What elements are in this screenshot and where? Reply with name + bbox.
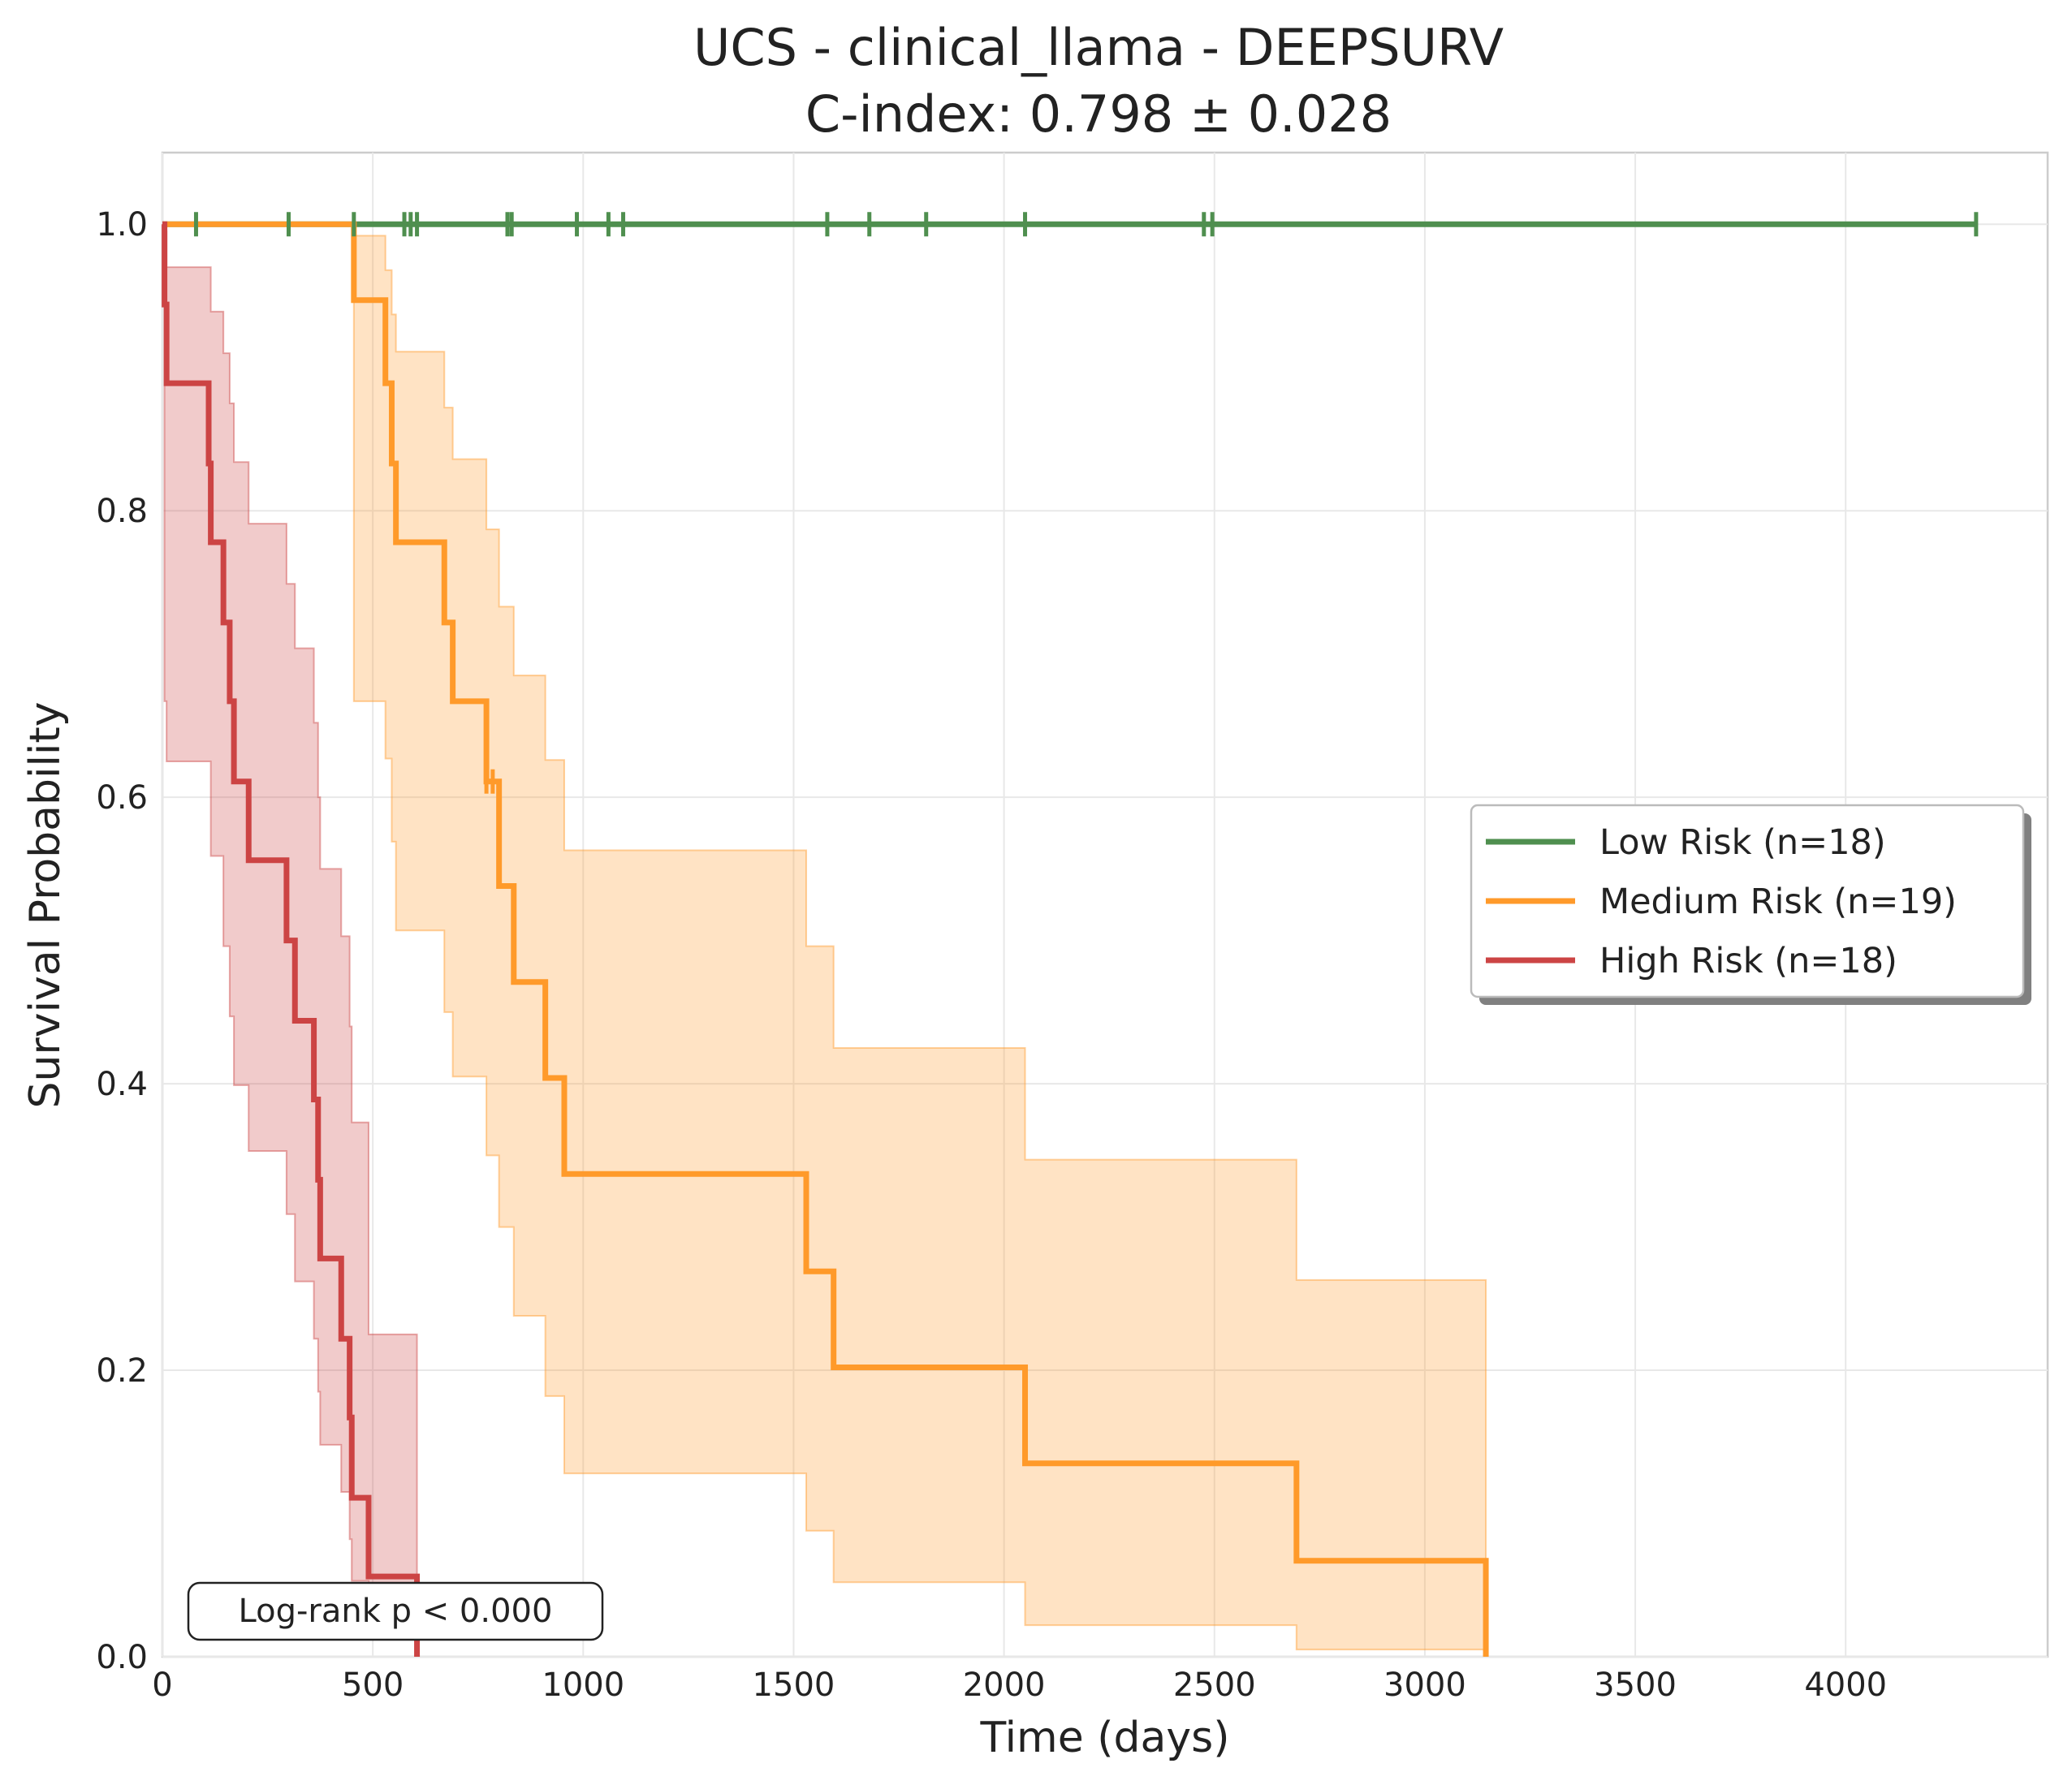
x-tick-label: 1000 [542,1666,624,1704]
x-axis-label: Time (days) [979,1714,1229,1762]
x-tick-label: 500 [342,1666,404,1704]
y-tick-label: 0.6 [96,779,148,817]
logrank-annotation: Log-rank p < 0.000 [187,1581,604,1641]
x-tick-label: 2500 [1173,1666,1256,1704]
y-tick-label: 0.2 [96,1352,148,1390]
chart-title: UCS - clinical_llama - DEEPSURV [693,18,1504,77]
legend: Low Risk (n=18) Medium Risk (n=19) High Ri… [1470,804,2031,1005]
medium-risk-curve [162,221,1489,1657]
x-tick-labels: 0 500 1000 1500 2000 2500 3000 3500 4000 [152,1666,1887,1704]
x-tick-label: 2000 [963,1666,1046,1704]
high-risk-curve [162,221,421,1657]
y-tick-label: 0.8 [96,493,148,530]
y-axis-label: Survival Probability [21,701,70,1108]
logrank-text: Log-rank p < 0.000 [239,1593,553,1630]
legend-box [1470,804,2025,998]
y-tick-label: 0.4 [96,1066,148,1103]
censor-marks [193,212,1979,794]
x-tick-label: 4000 [1804,1666,1887,1704]
x-tick-label: 3000 [1383,1666,1466,1704]
x-tick-label: 0 [152,1666,172,1704]
x-tick-label: 1500 [753,1666,835,1704]
medium-risk-confidence-band [162,223,1487,1657]
logrank-box [187,1581,604,1641]
chart-subtitle: C-index: 0.798 ± 0.028 [805,84,1392,144]
low-risk-legend-label: Low Risk (n=18) [1599,822,1886,863]
x-tick-label: 3500 [1594,1666,1677,1704]
y-tick-labels: 0.0 0.2 0.4 0.6 0.8 1.0 [96,206,148,1676]
high-risk-legend-label: High Risk (n=18) [1599,941,1897,981]
survival-curves [162,221,1976,1657]
y-tick-label: 0.0 [96,1639,148,1676]
y-tick-label: 1.0 [96,206,148,244]
medium-risk-legend-label: Medium Risk (n=19) [1599,882,1957,922]
